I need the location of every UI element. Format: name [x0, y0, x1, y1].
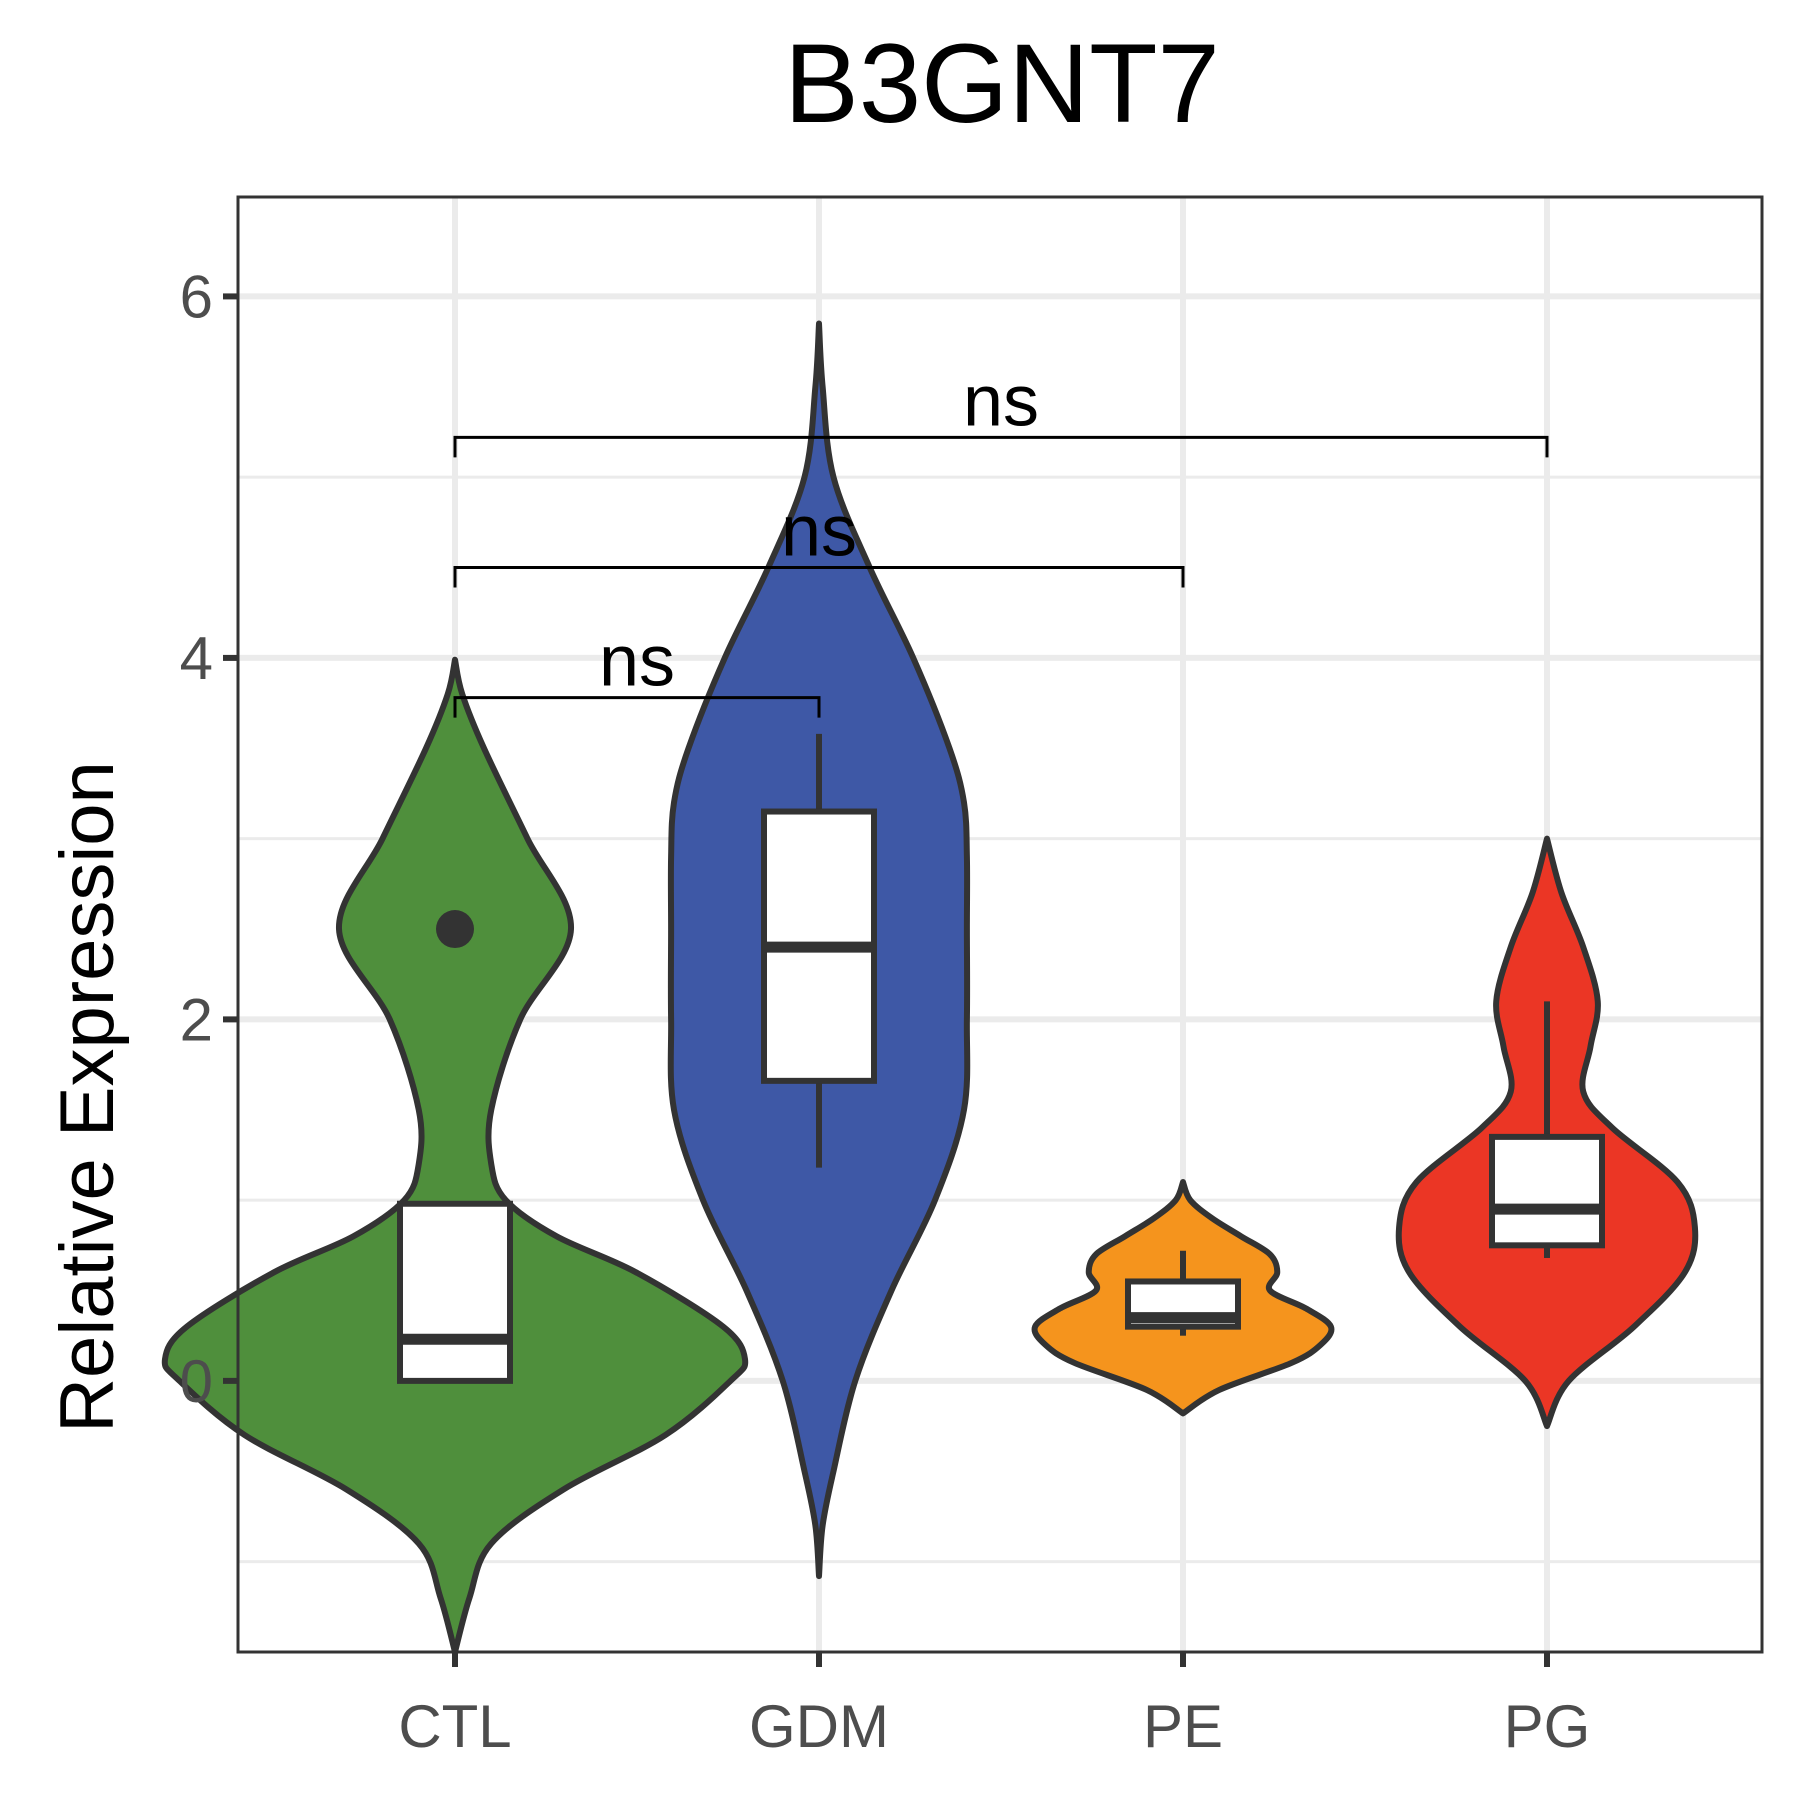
- significance-label: ns: [781, 492, 857, 572]
- outlier-point: [436, 910, 474, 949]
- y-tick-label: 2: [180, 986, 213, 1053]
- significance-bracket: [453, 435, 1549, 458]
- x-tick-label: GDM: [749, 1693, 889, 1760]
- plot-area: ns ns ns 0 2 4 6 CTL GDM PE PG: [161, 195, 1764, 1760]
- x-tick-label: PG: [1504, 1693, 1591, 1760]
- chart-title: B3GNT7: [784, 21, 1220, 146]
- y-tick-label: 6: [180, 263, 213, 330]
- significance-bracket: [453, 566, 1185, 588]
- y-tick-label: 4: [180, 625, 213, 692]
- x-tick-label: PE: [1143, 1693, 1223, 1760]
- x-tick-label: CTL: [398, 1693, 511, 1760]
- box-ctl: [397, 1200, 513, 1384]
- significance-label: ns: [963, 361, 1039, 441]
- box-pg: [1489, 1133, 1605, 1249]
- significance-label: ns: [599, 622, 675, 702]
- significance-bracket: [453, 696, 821, 718]
- y-axis-label: Relative Expression: [45, 761, 130, 1433]
- y-tick-label: 0: [180, 1348, 213, 1415]
- panel-border: [236, 195, 1764, 1654]
- violin-ctl: [161, 656, 749, 1655]
